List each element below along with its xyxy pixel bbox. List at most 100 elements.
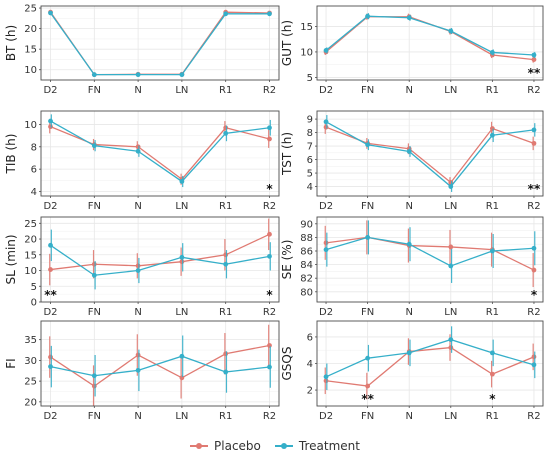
series-line: [50, 344, 270, 387]
plot-frame: [40, 5, 280, 81]
x-tick-label: R1: [219, 307, 232, 318]
x-tick-label: R2: [527, 85, 540, 96]
y-tick-label: 30: [24, 356, 37, 367]
x-tick-label: R1: [219, 85, 232, 96]
x-tick-label: LN: [444, 201, 457, 212]
y-tick-label: 25: [24, 377, 37, 388]
x-tick-label: R2: [263, 201, 276, 212]
plot-frame: [316, 5, 544, 81]
panel-3: 4 6 8 10 D2 FN N LN R1 R2 TIB (h) *: [4, 110, 280, 212]
data-point: [323, 374, 329, 380]
data-point: [365, 13, 371, 19]
data-point: [489, 50, 495, 55]
plot-background: [41, 6, 279, 80]
data-point: [531, 127, 537, 133]
x-tick-label: R1: [486, 201, 499, 212]
data-point: [323, 48, 329, 53]
x-tick-label: R1: [486, 85, 499, 96]
data-point: [135, 263, 141, 269]
data-point: [91, 373, 97, 379]
x-tick-label: FN: [88, 85, 101, 96]
y-tick-label: 7: [307, 142, 313, 153]
y-axis-label: TST (h): [280, 132, 294, 176]
y-tick-label: 4: [307, 182, 313, 193]
plot-background: [41, 217, 279, 302]
data-point: [179, 72, 185, 78]
series-treatment: [48, 10, 272, 78]
data-point: [48, 267, 53, 272]
data-point: [179, 179, 185, 184]
data-point: [267, 136, 272, 142]
plot-background: [317, 111, 543, 196]
x-tick-label: D2: [43, 85, 57, 96]
data-point: [48, 242, 53, 248]
data-point: [48, 124, 53, 130]
series-line: [325, 236, 535, 271]
x-tick-label: R2: [527, 307, 540, 318]
x-tick-label: D2: [43, 307, 57, 318]
panel-6: 80 82 84 86 88 90 D2 FN N LN R1 R2 SE (%) *: [280, 216, 544, 318]
y-tick-label: 8: [307, 128, 313, 139]
x-tick-label: R1: [219, 411, 232, 422]
y-tick-label: 10: [24, 120, 37, 131]
data-point: [135, 367, 141, 373]
significance-marker: **: [528, 182, 541, 196]
legend-key-placebo: [190, 441, 209, 451]
y-tick-label: 0: [31, 298, 37, 309]
data-point: [489, 371, 495, 377]
data-point: [489, 126, 495, 131]
x-tick-label: FN: [361, 411, 374, 422]
y-tick-label: 86: [300, 247, 313, 258]
data-point: [91, 272, 97, 278]
data-point: [267, 253, 272, 259]
data-point: [91, 143, 97, 149]
data-point: [323, 119, 329, 125]
y-tick-label: 6: [307, 332, 313, 343]
y-tick-label: 15: [300, 22, 313, 33]
y-tick-label: 5: [31, 282, 37, 293]
x-tick-label: D2: [319, 85, 333, 96]
y-tick-label: 80: [300, 287, 313, 298]
x-tick-label: LN: [175, 201, 188, 212]
x-tick-label: LN: [175, 85, 188, 96]
x-tick-label: N: [134, 85, 141, 96]
data-point: [448, 28, 454, 34]
data-point: [531, 362, 537, 368]
x-tick-label: R2: [527, 201, 540, 212]
data-point: [223, 369, 229, 375]
x-tick-label: N: [134, 201, 141, 212]
series-line: [50, 120, 270, 183]
series-treatment: [323, 115, 537, 192]
data-point: [531, 57, 537, 62]
data-point: [489, 132, 495, 138]
data-point: [365, 355, 371, 361]
legend-label-placebo: Placebo: [214, 439, 261, 453]
series-line: [50, 244, 270, 276]
y-axis-label: SL (min): [4, 234, 18, 284]
data-point: [406, 350, 412, 356]
data-point: [323, 247, 329, 253]
x-tick-label: N: [405, 85, 412, 96]
x-tick-label: D2: [319, 411, 333, 422]
y-tick-label: 82: [300, 274, 313, 285]
significance-marker: *: [489, 392, 496, 406]
data-point: [323, 240, 329, 246]
significance-marker: **: [528, 66, 541, 80]
plot-background: [41, 111, 279, 196]
data-point: [48, 10, 53, 16]
series-line: [50, 355, 270, 377]
x-tick-label: D2: [43, 201, 57, 212]
y-tick-label: 10: [24, 266, 37, 277]
plot-background: [317, 6, 543, 80]
y-axis-label: GUT (h): [280, 20, 294, 66]
data-point: [531, 140, 537, 146]
y-tick-label: 6: [31, 165, 37, 176]
x-tick-label: R2: [263, 307, 276, 318]
x-tick-label: FN: [88, 307, 101, 318]
x-tick-label: LN: [444, 411, 457, 422]
significance-marker: *: [266, 182, 273, 196]
data-point: [135, 268, 141, 273]
x-tick-label: R1: [219, 201, 232, 212]
x-tick-label: N: [405, 201, 412, 212]
